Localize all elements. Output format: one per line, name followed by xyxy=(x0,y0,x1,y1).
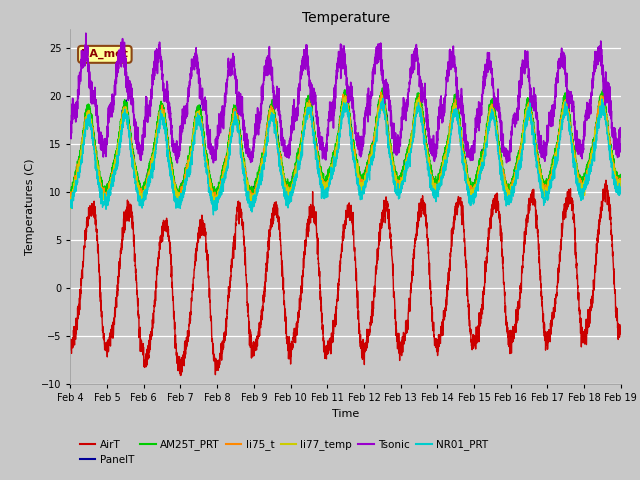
Title: Temperature: Temperature xyxy=(301,11,390,25)
X-axis label: Time: Time xyxy=(332,408,359,419)
Legend: AirT, PanelT, AM25T_PRT, li75_t, li77_temp, Tsonic, NR01_PRT: AirT, PanelT, AM25T_PRT, li75_t, li77_te… xyxy=(76,435,492,469)
Text: BA_met: BA_met xyxy=(81,49,128,60)
Y-axis label: Temperatures (C): Temperatures (C) xyxy=(26,158,35,255)
